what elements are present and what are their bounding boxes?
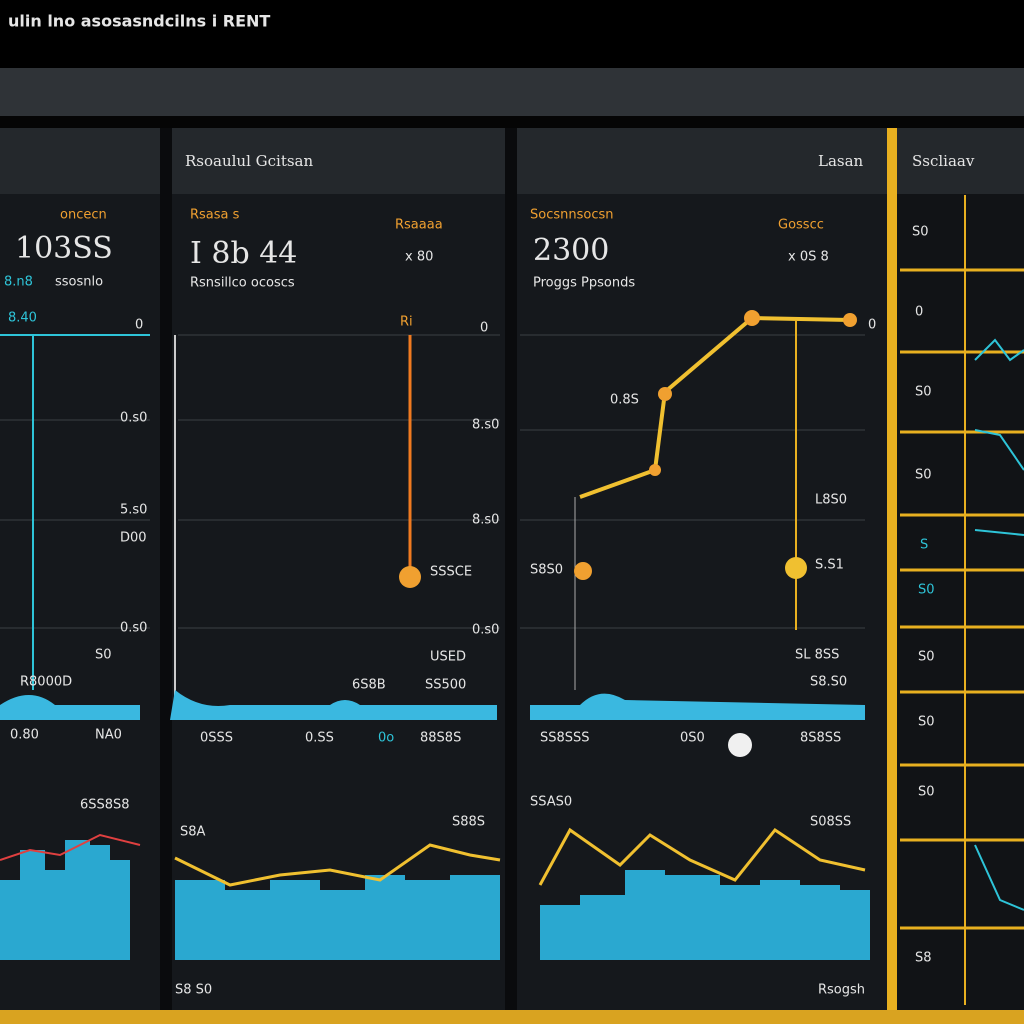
label: 88S8S xyxy=(420,731,461,746)
label: SSSCE xyxy=(430,565,472,580)
top-bar xyxy=(0,0,1024,68)
label: D00 xyxy=(120,531,147,546)
chart-side xyxy=(900,195,1024,1005)
label: 0 xyxy=(135,318,143,333)
label: 8.40 xyxy=(8,311,37,326)
label: SSAS0 xyxy=(530,795,572,810)
label: 8S8SS xyxy=(800,731,841,746)
label: S8S0 xyxy=(530,563,563,578)
label: S88S xyxy=(452,815,485,830)
label: S8.S0 xyxy=(810,675,847,690)
panel xyxy=(172,194,505,1010)
label: 0 xyxy=(915,305,923,320)
label: S8A xyxy=(180,825,206,840)
label: SS500 xyxy=(425,678,466,693)
label: 0 xyxy=(480,321,488,336)
metric: 103SS xyxy=(15,231,113,266)
label: SL 8SS xyxy=(795,648,839,663)
label: Ri xyxy=(400,315,413,330)
metric: I 8b 44 xyxy=(190,236,297,271)
label: 8.s0 xyxy=(472,418,499,433)
label: oncecn xyxy=(60,208,107,223)
metric: 2300 xyxy=(533,233,609,268)
panel-gap xyxy=(505,128,517,1010)
label: S08SS xyxy=(810,815,851,830)
label: 0.8S xyxy=(610,393,639,408)
label: USED xyxy=(430,650,466,665)
toolbar xyxy=(0,68,1024,116)
label: x 80 xyxy=(405,250,433,265)
bottom-strip xyxy=(0,1010,1024,1024)
chart-b xyxy=(170,335,501,960)
label: R8000D xyxy=(20,675,72,690)
label: S0 xyxy=(918,583,935,598)
label: 8.n8 xyxy=(4,275,33,290)
label: 0o xyxy=(378,731,394,746)
label: 8.s0 xyxy=(472,513,499,528)
side-panel xyxy=(897,194,1024,1010)
label: S0 xyxy=(915,468,932,483)
label: S0 xyxy=(915,385,932,400)
label: NA0 xyxy=(95,728,122,743)
label: S.S1 xyxy=(815,558,844,573)
panel-title: Lasan xyxy=(818,152,864,170)
label: Gosscc xyxy=(778,218,824,233)
divider xyxy=(0,116,1024,128)
label: Proggs Ppsonds xyxy=(533,276,635,291)
label: S xyxy=(920,538,928,553)
label: Rsaaaa xyxy=(395,218,443,233)
label: 0.SS xyxy=(305,731,334,746)
yellow-rule xyxy=(887,128,897,1024)
label: S0 xyxy=(918,650,935,665)
label: 0S0 xyxy=(680,731,705,746)
label: x 0S 8 xyxy=(788,250,829,265)
label: 0 xyxy=(868,318,876,333)
label: Socsnnsocsn xyxy=(530,208,614,223)
label: 0.s0 xyxy=(120,411,147,426)
label: Rsnsillco ocoscs xyxy=(190,276,295,291)
panel-title: Sscliaav xyxy=(912,152,975,170)
label: S0 xyxy=(918,785,935,800)
label: SS8SSS xyxy=(540,731,590,746)
panel-b-labels: Rsasa s Rsaaaa I 8b 44 x 80 Rsnsillco oc… xyxy=(175,208,499,998)
side-labels: S0 0 S0 S0 S S0 S0 S0 S0 S8 xyxy=(912,225,935,966)
chart-c xyxy=(530,310,870,960)
label: 5.s0 xyxy=(120,503,147,518)
label: ssosnlo xyxy=(55,275,103,290)
label: 6S8B xyxy=(352,678,386,693)
label: 0.80 xyxy=(10,728,39,743)
label: Rsogsh xyxy=(818,983,865,998)
label: S0 xyxy=(95,648,112,663)
panel xyxy=(517,194,887,1010)
chart-a xyxy=(0,334,150,960)
label: S8 S0 xyxy=(175,983,212,998)
label: 6SS8S8 xyxy=(80,798,130,813)
label: 0SSS xyxy=(200,731,233,746)
app-title: ulin lno asosasndcilns i RENT xyxy=(8,12,270,31)
panel-a-labels: oncecn 103SS 8.n8 ssosnlo 8.40 0 0.s0 5.… xyxy=(4,208,147,813)
panel-title: Rsoaulul Gcitsan xyxy=(185,152,313,170)
label: 0.s0 xyxy=(472,623,499,638)
grid xyxy=(0,334,865,629)
panel-gap xyxy=(160,128,172,1010)
label: Rsasa s xyxy=(190,208,240,223)
label: S0 xyxy=(912,225,929,240)
label: S8 xyxy=(915,951,932,966)
label: L8S0 xyxy=(815,493,847,508)
label: 0.s0 xyxy=(120,621,147,636)
label: S0 xyxy=(918,715,935,730)
panel-c-labels: Socsnnsocsn Gosscc 2300 x 0S 8 Proggs Pp… xyxy=(530,208,876,998)
